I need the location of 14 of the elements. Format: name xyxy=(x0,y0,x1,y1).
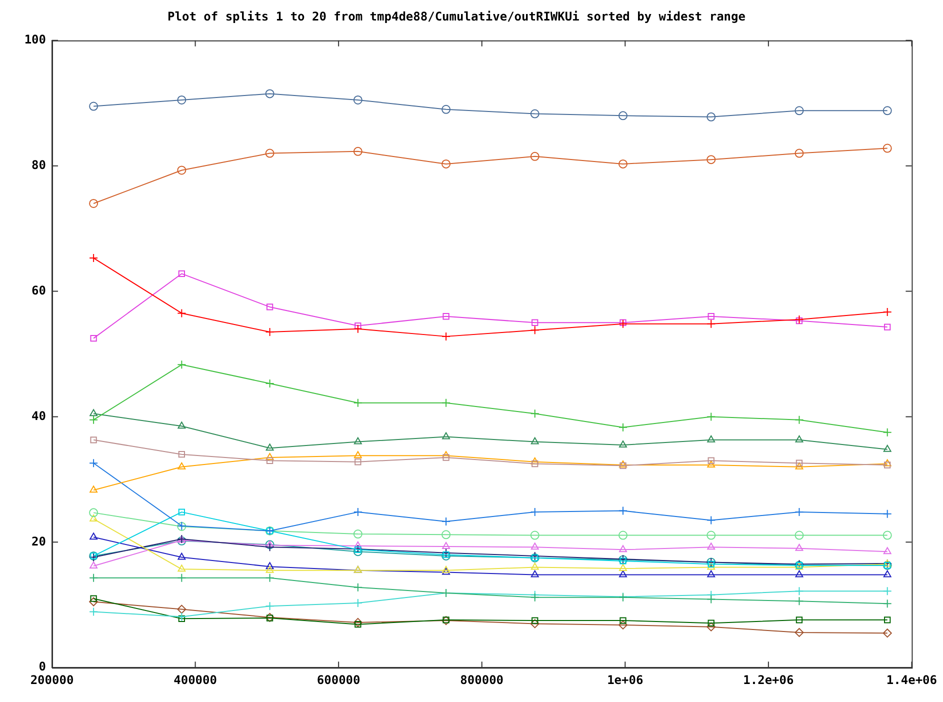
x-tick-label: 1.4e+06 xyxy=(886,672,938,687)
y-tick-label: 20 xyxy=(32,534,46,548)
chart-title: Plot of splits 1 to 20 from tmp4de88/Cumulative/outRIWKUi sorted by widest range xyxy=(168,9,746,24)
y-tick-label: 80 xyxy=(32,158,46,172)
x-tick-label: 1.2e+06 xyxy=(743,672,794,687)
x-tick-label: 1e+06 xyxy=(607,672,644,687)
y-tick-label: 60 xyxy=(32,283,46,298)
x-tick-label: 400000 xyxy=(174,672,217,687)
x-tick-label: 600000 xyxy=(316,672,360,687)
y-tick-label: 100 xyxy=(24,32,46,47)
x-tick-label: 200000 xyxy=(30,672,74,687)
x-tick-label: 800000 xyxy=(460,672,504,687)
y-tick-label: 0 xyxy=(38,660,46,674)
y-tick-label: 40 xyxy=(32,408,46,423)
